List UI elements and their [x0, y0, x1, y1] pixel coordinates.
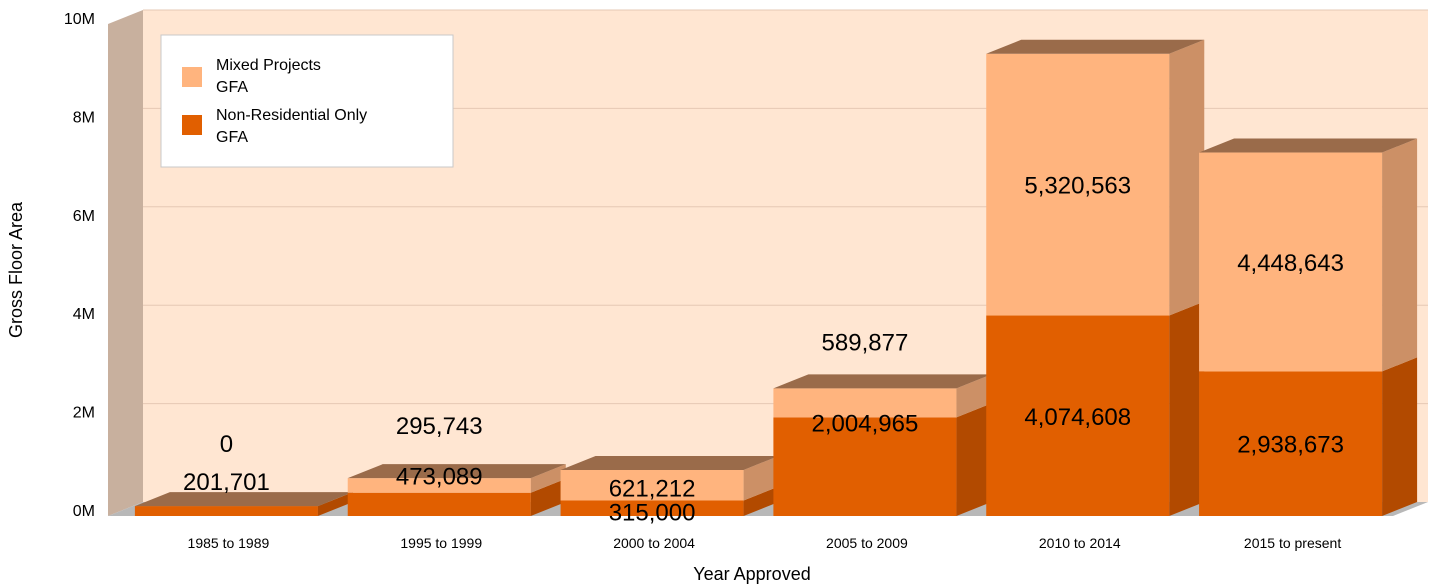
bar-non-residential [347, 492, 531, 516]
bar-mixed-projects [773, 388, 957, 418]
y-tick-label: 10M [64, 11, 95, 28]
bar-non-residential [134, 506, 318, 516]
legend-swatch-mixed-projects [182, 67, 202, 87]
legend-label-mixed-projects-line2: GFA [216, 79, 248, 96]
bar-side-non-residential [1169, 301, 1205, 516]
data-label-mixed-projects: 0 [220, 431, 233, 458]
data-label-non-residential: 201,701 [183, 469, 270, 496]
bar-top [986, 39, 1205, 54]
bar-side-mixed-projects [1382, 138, 1418, 372]
bars-group [134, 39, 1418, 516]
bar-side-non-residential [1382, 357, 1418, 516]
y-tick-label: 4M [73, 306, 95, 323]
y-tick-label: 0M [73, 503, 95, 520]
legend-box [160, 34, 454, 168]
bar-top [347, 464, 566, 479]
bar-top [773, 374, 992, 389]
bar-top [560, 455, 779, 470]
bar-side-non-residential [743, 486, 779, 516]
legend-label-mixed-projects-line1: Mixed Projects [216, 57, 321, 74]
bar-top [1199, 138, 1418, 153]
x-category-label: 2005 to 2009 [826, 535, 908, 551]
bar-side-mixed-projects [530, 464, 566, 493]
x-category-label: 2015 to present [1244, 535, 1341, 551]
x-category-label: 1985 to 1989 [188, 535, 270, 551]
y-tick-label: 8M [73, 109, 95, 126]
legend-label-non-residential-line1: Non-Residential Only [216, 107, 367, 124]
x-category-label: 2000 to 2004 [613, 535, 695, 551]
bar-mixed-projects [986, 53, 1170, 316]
bar-mixed-projects [1199, 152, 1383, 372]
y-axis-ticks: 0M 2M 4M 6M 8M 10M [64, 11, 95, 520]
bar-mixed-projects [560, 469, 744, 501]
y-axis-title: Gross Floor Area [6, 201, 26, 338]
bar-side-mixed-projects [1169, 39, 1205, 316]
bar-side-non-residential [317, 492, 353, 516]
data-label-non-residential: 2,938,673 [1237, 432, 1344, 459]
bar-mixed-projects [347, 478, 531, 493]
bar-top [134, 492, 353, 507]
y-tick-label: 6M [73, 208, 95, 225]
data-label-mixed-projects: 5,320,563 [1024, 173, 1131, 200]
bar-side-non-residential [530, 478, 566, 516]
legend: Mixed Projects GFA Non-Residential Only … [160, 34, 454, 168]
data-label-non-residential: 4,074,608 [1024, 404, 1131, 431]
data-label-non-residential: 473,089 [396, 464, 483, 491]
bar-side-mixed-projects [956, 374, 992, 418]
bar-non-residential [560, 500, 744, 516]
data-label-mixed-projects: 589,877 [822, 329, 909, 356]
data-label-non-residential: 2,004,965 [812, 410, 919, 437]
data-label-non-residential: 315,000 [609, 500, 696, 527]
bar-side-non-residential [956, 403, 992, 516]
legend-swatch-non-residential [182, 115, 202, 135]
data-label-mixed-projects: 295,743 [396, 413, 483, 440]
x-axis-categories: 1985 to 1989 1995 to 1999 2000 to 2004 2005… [188, 535, 1342, 551]
x-category-label: 1995 to 1999 [400, 535, 482, 551]
data-label-mixed-projects: 621,212 [609, 476, 696, 503]
bar-non-residential [773, 417, 957, 516]
x-axis-title: Year Approved [693, 564, 810, 584]
data-label-mixed-projects: 4,448,643 [1237, 250, 1344, 277]
bar-non-residential [986, 315, 1170, 516]
bar-non-residential [1199, 371, 1383, 516]
y-tick-label: 2M [73, 405, 95, 422]
left-wall [108, 10, 143, 516]
x-category-label: 2010 to 2014 [1039, 535, 1121, 551]
legend-label-non-residential-line2: GFA [216, 129, 248, 146]
bar-side-mixed-projects [743, 455, 779, 501]
